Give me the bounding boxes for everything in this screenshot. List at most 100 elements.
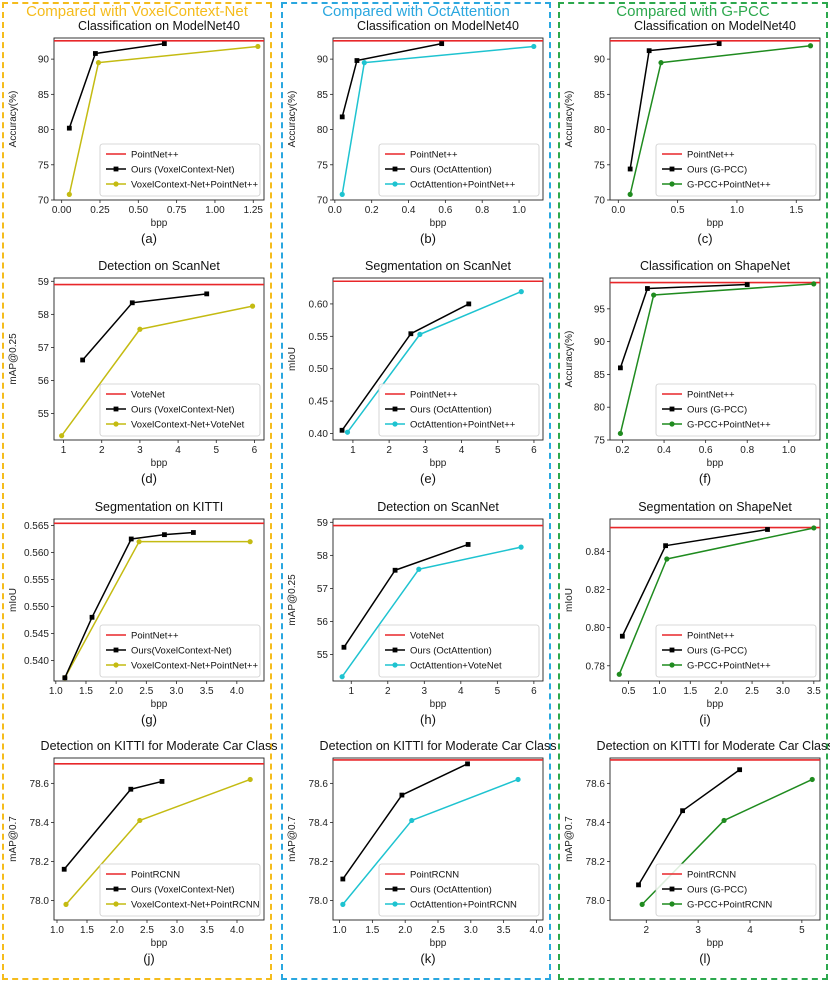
x-tick-label: 3 [695,925,701,936]
chart-title: Segmentation on KITTI [95,500,224,514]
x-tick-label: 0.2 [365,205,379,216]
x-tick-label: 3.5 [807,686,821,697]
legend-label: VoxelContext-Net+VoteNet [131,420,245,431]
data-point-method [247,539,253,545]
x-tick-label: 1 [348,686,354,697]
data-point-method [417,331,423,337]
legend-swatch-marker [113,166,119,172]
panel-label: (e) [420,471,436,486]
x-tick-label: 2.5 [139,686,153,697]
x-tick-label: 0.4 [402,205,416,216]
legend-label: Ours(VoxelContext-Net) [131,646,232,657]
y-tick-label: 57 [317,584,329,595]
data-point-method [95,60,102,66]
data-point-ours [341,644,347,650]
legend-swatch-marker [392,406,398,412]
x-axis-label: bpp [151,699,168,710]
y-tick-label: 78.6 [30,779,50,790]
data-point-ours [716,41,722,47]
x-axis-label: bpp [430,218,447,229]
legend-swatch-marker [669,166,675,172]
legend-label: VoxelContext-Net+PointNet++ [131,661,258,672]
legend-label: OctAttention+VoteNet [410,661,502,672]
x-tick-label: 1.00 [205,205,225,216]
x-tick-label: 1.0 [782,445,796,456]
x-tick-label: 4 [747,925,753,936]
x-tick-label: 6 [531,445,537,456]
legend-label: G-PCC+PointNet++ [687,180,771,191]
legend-label: VoteNet [131,390,165,401]
x-tick-label: 4.0 [230,686,244,697]
panel-label: (g) [141,712,157,727]
data-point-method [651,292,657,298]
x-tick-label: 0.25 [90,205,110,216]
x-tick-label: 0.50 [129,205,149,216]
y-tick-label: 90 [38,55,50,66]
panel-label: (a) [141,231,157,246]
data-point-method [809,776,815,783]
column-octattention-frame: Compared with OctAttention [281,2,551,980]
y-tick-label: 78.2 [309,857,329,868]
legend-label: Ours (OctAttention) [410,885,492,896]
chart-title: Classification on ModelNet40 [634,19,796,33]
legend-swatch-marker [113,181,119,187]
legend-label: G-PCC+PointNet++ [687,420,771,431]
data-point-method [344,429,351,435]
x-tick-label: 0.00 [52,205,72,216]
legend-box [655,624,817,678]
series-line-0 [63,780,163,870]
x-tick-label: 0.0 [611,205,625,216]
legend-label: VoxelContext-Net+PointNet++ [131,180,258,191]
data-point-ours [62,675,68,681]
y-axis-label: Accuracy(%) [287,91,298,148]
data-point-ours [737,767,743,773]
x-tick-label: 0.75 [167,205,187,216]
chart-e: Segmentation on ScanNet 1 2 3 4 5 6 0.40 0.45 0.5… [287,259,544,486]
legend-label: PointNet++ [687,631,735,642]
data-point-ours [339,427,345,433]
panel-label: (j) [143,951,155,966]
x-tick-label: 0.8 [740,445,754,456]
data-point-method [255,43,261,50]
x-tick-label: 6 [252,445,258,456]
y-tick-label: 78.4 [586,818,606,829]
y-tick-label: 85 [38,90,50,101]
y-tick-label: 0.540 [24,656,49,667]
x-tick-label: 3.0 [776,686,790,697]
x-tick-label: 2.5 [745,686,759,697]
data-point-ours [354,58,360,63]
y-tick-label: 58 [38,310,50,321]
x-tick-label: 2 [99,445,105,456]
plot-frame [53,37,265,201]
chart-title: Detection on KITTI for Moderate Car Clas… [41,739,278,753]
y-tick-label: 75 [594,160,606,171]
data-point-ours [744,282,750,287]
panel-label: (b) [420,231,436,246]
data-point-ours [66,125,72,131]
y-axis-label: mIoU [287,347,298,371]
x-tick-label: 5 [495,445,501,456]
legend-label: Ours (VoxelContext-Net) [131,165,234,176]
data-point-method [639,901,645,907]
column-gpcc-title: Compared with G-PCC [616,3,770,20]
x-tick-label: 2.5 [140,925,154,936]
y-axis-label: Accuracy(%) [564,331,575,388]
x-tick-label: 6 [531,686,537,697]
data-point-method [247,776,253,783]
chart-title: Classification on ModelNet40 [357,19,519,33]
data-point-ours [619,633,625,639]
series-line-0 [68,42,165,129]
chart-f: Classification on ShapeNet 0.2 0.4 0.6 0.8 1.… [564,259,821,486]
chart-title: Segmentation on ShapeNet [638,500,792,514]
chart-title: Detection on ScanNet [98,259,220,273]
legend-label: Ours (OctAttention) [410,646,492,657]
x-axis-label: bpp [707,938,724,949]
x-tick-label: 1.0 [50,925,64,936]
y-tick-label: 0.40 [309,429,329,440]
y-tick-label: 70 [38,196,50,207]
x-tick-label: 0.6 [438,205,452,216]
data-point-ours [646,48,652,54]
legend-label: PointNet++ [687,150,735,161]
x-tick-label: 5 [799,925,805,936]
chart-i: Segmentation on ShapeNet 0.5 1.0 1.5 2.0 2.5 3… [564,500,821,727]
